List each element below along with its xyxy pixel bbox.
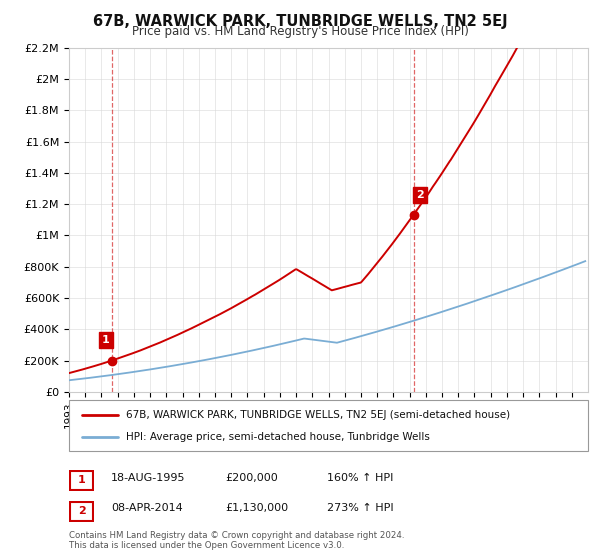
FancyBboxPatch shape [69,400,588,451]
Text: 2: 2 [78,506,85,516]
Text: 160% ↑ HPI: 160% ↑ HPI [327,473,394,483]
Text: 08-APR-2014: 08-APR-2014 [111,503,183,514]
Text: 2: 2 [416,190,424,200]
Text: £200,000: £200,000 [225,473,278,483]
Text: 18-AUG-1995: 18-AUG-1995 [111,473,185,483]
Text: £1,130,000: £1,130,000 [225,503,288,514]
Text: This data is licensed under the Open Government Licence v3.0.: This data is licensed under the Open Gov… [69,541,344,550]
Text: 1: 1 [102,335,110,346]
Text: 273% ↑ HPI: 273% ↑ HPI [327,503,394,514]
Text: 67B, WARWICK PARK, TUNBRIDGE WELLS, TN2 5EJ: 67B, WARWICK PARK, TUNBRIDGE WELLS, TN2 … [92,14,508,29]
Text: HPI: Average price, semi-detached house, Tunbridge Wells: HPI: Average price, semi-detached house,… [126,432,430,442]
Text: Price paid vs. HM Land Registry's House Price Index (HPI): Price paid vs. HM Land Registry's House … [131,25,469,38]
Text: 67B, WARWICK PARK, TUNBRIDGE WELLS, TN2 5EJ (semi-detached house): 67B, WARWICK PARK, TUNBRIDGE WELLS, TN2 … [126,409,510,419]
Text: 1: 1 [78,475,85,486]
Text: Contains HM Land Registry data © Crown copyright and database right 2024.: Contains HM Land Registry data © Crown c… [69,531,404,540]
FancyBboxPatch shape [70,502,93,521]
FancyBboxPatch shape [70,471,93,490]
